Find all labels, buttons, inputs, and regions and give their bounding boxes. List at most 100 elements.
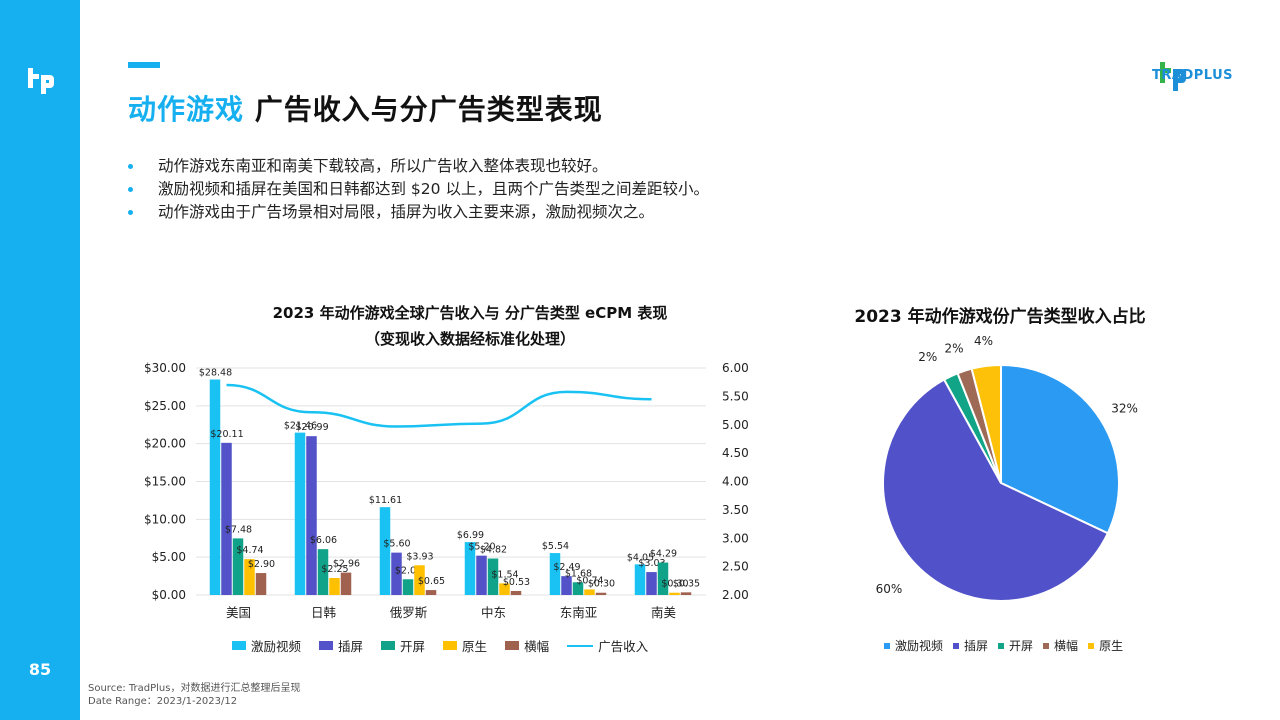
bullet-item: 动作游戏由于广告场景相对局限，插屏为收入主要来源，激励视频次之。 (128, 201, 709, 224)
bar-激励视频 (294, 432, 306, 595)
bar-data-label: $1.54 (491, 569, 518, 580)
y-tick-left: $20.00 (144, 437, 186, 451)
bar-data-label: $3.03 (638, 558, 665, 569)
bar-data-label: $28.48 (199, 368, 232, 379)
source-note: Source: TradPlus，对数据进行汇总整理后呈现 Date Range… (88, 682, 300, 708)
x-tick-label: 美国 (226, 605, 251, 620)
pie-chart-title: 2023 年动作游戏份广告类型收入占比 (854, 307, 1146, 327)
bar-原生 (329, 577, 340, 595)
bar-data-label: $2.96 (333, 559, 360, 570)
bar-data-label: $0.30 (661, 579, 688, 590)
bar-data-label: $6.99 (457, 530, 484, 541)
line-广告收入 (226, 383, 652, 428)
bar-chart-title: 2023 年动作游戏全球广告收入与 分广告类型 eCPM 表现 （变现收入数据经… (150, 300, 790, 352)
y-tick-right: 6.00 (722, 361, 749, 375)
bar-data-label: $0.65 (418, 576, 445, 587)
bar-开屏 (487, 558, 499, 595)
bar-chart-title-line2: （变现收入数据经标准化处理） (364, 330, 575, 348)
source-line: Source: TradPlus，对数据进行汇总整理后呈现 (88, 683, 301, 694)
bullet-item: 激励视频和插屏在美国和日韩都达到 $20 以上，且两个广告类型之间差距较小。 (128, 178, 709, 201)
bar-data-label: $4.74 (236, 545, 263, 556)
legend-label: 广告收入 (598, 639, 649, 654)
y-tick-left: $15.00 (144, 475, 186, 489)
bar-chart-title-line1: 2023 年动作游戏全球广告收入与 分广告类型 eCPM 表现 (272, 304, 668, 322)
bar-data-label: $21.46 (284, 421, 317, 432)
bar-data-label: $20.99 (295, 422, 328, 433)
bar-插屏 (391, 552, 402, 595)
legend-swatch (381, 641, 396, 650)
bar-激励视频 (549, 553, 561, 595)
page-title: 动作游戏 广告收入与分广告类型表现 (128, 88, 603, 128)
bar-data-label: $20.11 (210, 429, 243, 440)
bar-横幅 (340, 572, 352, 595)
bar-横幅 (595, 592, 607, 595)
y-tick-left: $30.00 (144, 361, 186, 375)
bar-原生 (244, 559, 255, 595)
x-tick-label: 俄罗斯 (390, 605, 428, 620)
bar-原生 (499, 583, 510, 595)
legend-item: 横幅 (1043, 637, 1078, 654)
page-title-rest: 广告收入与分广告类型表现 (254, 93, 603, 126)
pie-data-label: 32% (1111, 401, 1138, 415)
legend-swatch (884, 642, 890, 649)
pie-data-label: 2% (944, 342, 963, 356)
x-tick-label: 日韩 (311, 605, 336, 620)
brand-name: TRADPLUS (1152, 68, 1233, 83)
legend-swatch (443, 641, 458, 650)
bar-插屏 (306, 436, 317, 595)
legend-label: 激励视频 (895, 639, 944, 653)
bar-开屏 (402, 579, 414, 595)
legend-item: 横幅 (505, 636, 549, 655)
legend-item: 插屏 (953, 637, 988, 654)
x-tick-label: 中东 (481, 605, 506, 620)
bar-data-label: $4.82 (480, 545, 507, 556)
legend-item: 原生 (1088, 637, 1123, 654)
page-number: 85 (28, 660, 52, 679)
y-tick-right: 3.50 (722, 503, 749, 517)
bar-data-label: $0.74 (576, 575, 603, 586)
legend-label: 开屏 (1009, 639, 1034, 653)
bar-激励视频 (379, 507, 391, 595)
legend-label: 开屏 (400, 639, 426, 654)
legend-swatch (319, 641, 334, 650)
bar-激励视频 (464, 542, 476, 595)
bar-data-label: $3.93 (406, 551, 433, 562)
legend-label: 插屏 (964, 639, 989, 653)
legend-swatch (1088, 642, 1095, 649)
title-accent-bar (128, 62, 160, 68)
legend-item: 开屏 (381, 636, 425, 655)
bar-横幅 (510, 590, 522, 595)
pie-slice-激励视频 (1000, 363, 1120, 535)
bar-chart-legend: 激励视频 插屏 开屏 原生 横幅 广告收入 (232, 636, 666, 655)
bar-开屏 (657, 562, 669, 595)
bar-data-label: $11.61 (369, 495, 402, 506)
y-tick-right: 5.00 (722, 418, 749, 432)
legend-label: 横幅 (1054, 639, 1079, 653)
legend-swatch (505, 641, 520, 650)
bar-data-label: $6.06 (310, 535, 337, 546)
bar-横幅 (425, 590, 437, 595)
bar-插屏 (646, 572, 657, 595)
legend-item: 激励视频 (884, 637, 943, 654)
legend-item: 原生 (443, 636, 487, 655)
x-tick-label: 东南亚 (560, 605, 598, 620)
legend-item: 激励视频 (232, 636, 301, 655)
y-tick-right: 2.50 (722, 560, 749, 574)
bar-开屏 (317, 549, 329, 595)
legend-label: 原生 (1099, 639, 1124, 653)
legend-item: 插屏 (319, 636, 363, 655)
page-title-highlight: 动作游戏 (128, 93, 245, 126)
bar-data-label: $2.90 (248, 559, 275, 570)
y-tick-left: $25.00 (144, 399, 186, 413)
bar-data-label: $5.54 (542, 541, 569, 552)
bar-data-label: $2.49 (553, 562, 580, 573)
y-tick-right: 3.00 (722, 531, 749, 545)
x-tick-label: 南美 (651, 605, 676, 620)
legend-label: 横幅 (524, 639, 550, 654)
y-tick-left: $5.00 (152, 550, 186, 564)
date-range-line: Date Range：2023/1-2023/12 (88, 696, 238, 707)
tradplus-logo-icon (1160, 62, 1186, 91)
bullet-item: 动作游戏东南亚和南美下载较高，所以广告收入整体表现也较好。 (128, 155, 709, 178)
bar-data-label: $4.05 (627, 552, 654, 563)
legend-label: 激励视频 (251, 639, 302, 654)
